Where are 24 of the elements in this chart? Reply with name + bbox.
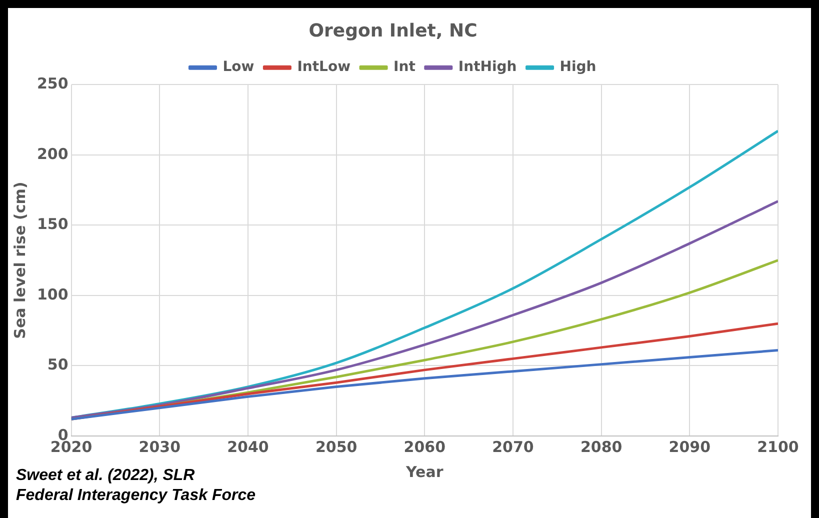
chart-title: Oregon Inlet, NC	[308, 20, 478, 42]
legend-label: Int	[394, 59, 416, 76]
x-tick-label: 2080	[580, 438, 622, 456]
x-tick-label: 2030	[138, 438, 181, 456]
y-tick-label: 250	[37, 74, 68, 92]
line-series	[71, 200, 778, 419]
legend-label: IntLow	[297, 59, 351, 76]
x-tick-label: 2060	[404, 438, 446, 456]
text: Sweet et al. (2022), SLR Federal Interagency Task Force	[16, 466, 256, 506]
legend-label: IntHigh	[458, 59, 517, 76]
y-axis-title: Sea level rise (cm)	[10, 182, 29, 339]
y-tick-label: 200	[37, 144, 68, 163]
y-tick-label: 100	[37, 285, 68, 304]
y-tick-label: 150	[37, 215, 68, 234]
x-tick-label: 2070	[492, 438, 534, 456]
legend-label: High	[560, 59, 596, 76]
x-axis-title: Year	[405, 462, 444, 481]
x-tick-label: 2090	[668, 438, 711, 456]
x-tick-label: 2040	[227, 438, 269, 456]
legend-label: Low	[222, 59, 254, 76]
line-series	[71, 349, 778, 420]
x-tick-label: 2100	[757, 438, 799, 456]
y-tick-label: 50	[47, 356, 68, 374]
x-tick-label: 2050	[315, 438, 358, 456]
